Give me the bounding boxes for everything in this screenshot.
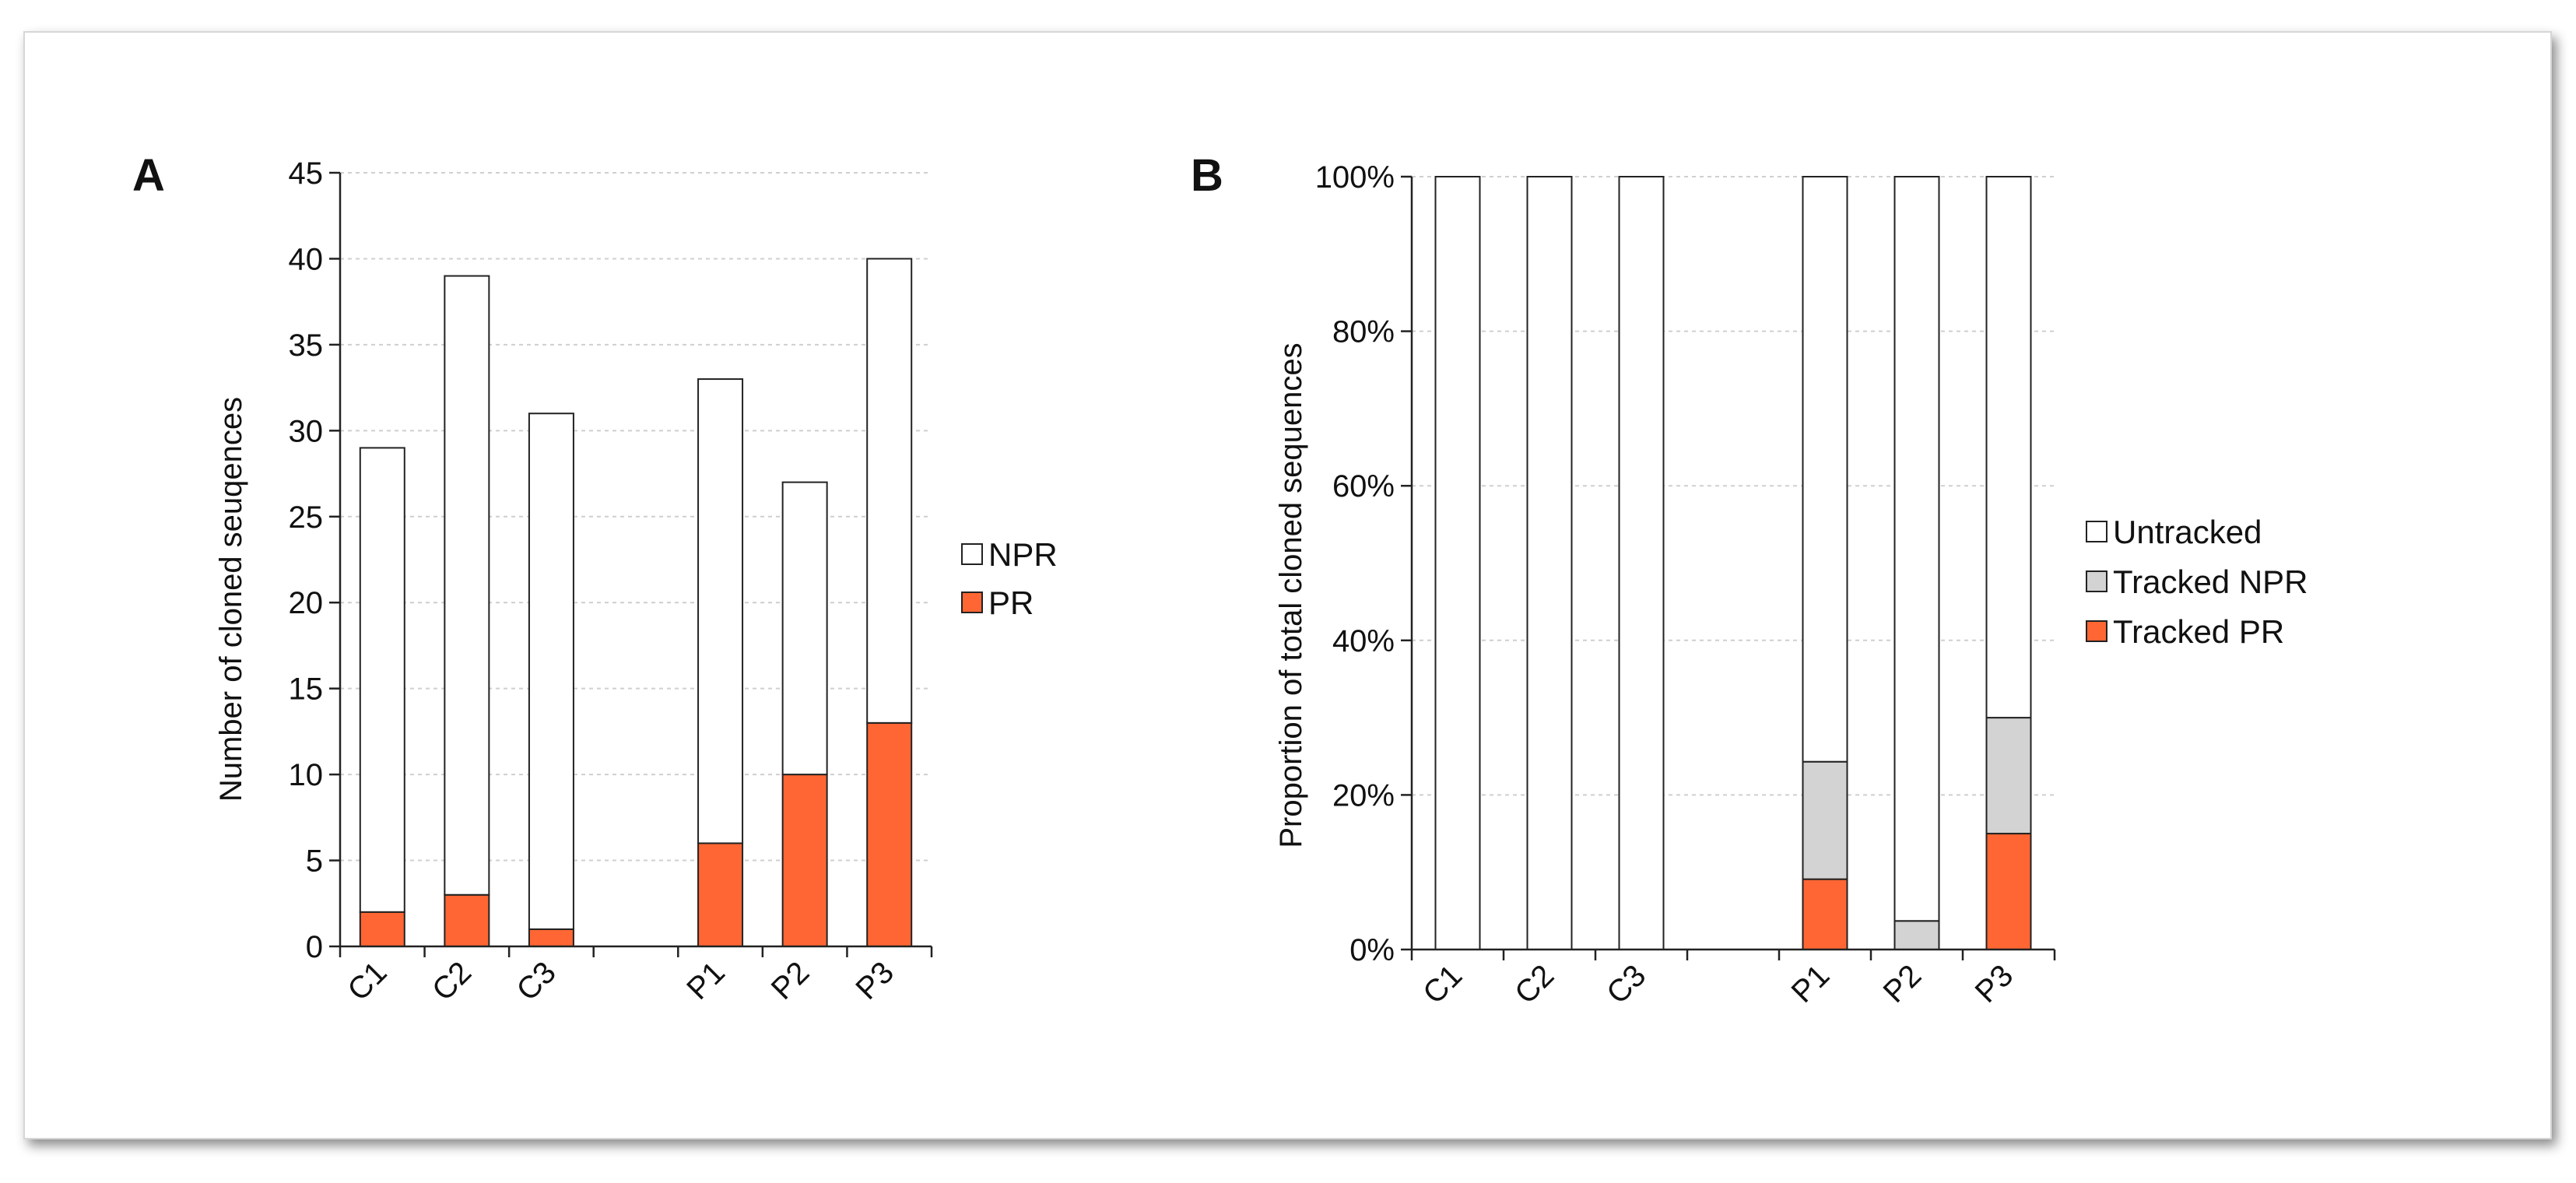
panel-b-y-tick-label: 0% [1349, 933, 1395, 967]
panel-a-legend-label-pr: PR [988, 584, 1034, 621]
panel-b-bar-p2-untracked [1893, 176, 1940, 922]
panel-b-bar-p1-tracked-npr [1802, 760, 1848, 880]
panel-b-x-label-c1: C1 [1416, 958, 1469, 1010]
panel-a-bar-c3-npr [528, 412, 574, 930]
panel-a-bar-p1-pr [697, 842, 744, 948]
panel-a-bar-p2-pr [781, 774, 828, 947]
panel-b-bar-p3-untracked [1985, 176, 2032, 719]
panel-b-y-axis-title: Proportion of total cloned sequences [1274, 342, 1308, 848]
panel-b-legend-swatch-tracked-pr [2086, 620, 2107, 642]
panel-b-bar-c1-untracked [1434, 176, 1481, 950]
panel-b-chart: 0% 20% 40% 60% 80% 100% C1 C2 C3 P1 P2 P3 Untracked T… [1315, 160, 2308, 1011]
panel-a-label: A [132, 150, 165, 201]
panel-a-y-tick-label: 45 [289, 156, 324, 191]
panel-a-legend-label-npr: NPR [988, 536, 1058, 573]
panel-b-bar-p3-tracked-pr [1985, 833, 2032, 951]
panel-a-bar-c1-npr [359, 447, 405, 913]
panel-b-x-label-p1: P1 [1785, 958, 1837, 1009]
panel-a-y-tick-label: 10 [289, 758, 324, 792]
panel-a-y-tick-label: 20 [289, 586, 324, 620]
panel-a-bar-p3-pr [866, 721, 913, 947]
panel-a-y-tick-label: 5 [306, 844, 323, 879]
panel-b-legend-swatch-tracked-npr [2086, 570, 2107, 592]
panel-a-bar-c1-pr [359, 911, 405, 948]
panel-a-bar-p2-npr [781, 481, 828, 776]
panel-a-chart: 0 5 10 15 20 25 30 35 40 45 C1 C2 C3 P1 P2 P3 NPR PR [289, 156, 1058, 1008]
panel-a-y-tick-label: 35 [289, 328, 324, 363]
panel-a-y-tick-label: 0 [306, 930, 323, 964]
panel-a-legend-swatch-pr [961, 592, 983, 613]
panel-a-x-label-p1: P1 [680, 955, 732, 1006]
panel-b-y-tick-label: 80% [1332, 315, 1395, 349]
panel-a-x-label-c3: C3 [511, 955, 563, 1007]
panel-a-x-label-c1: C1 [341, 955, 393, 1007]
panel-a-y-tick-label: 30 [289, 414, 324, 448]
panel-b-y-tick-label: 60% [1332, 469, 1395, 504]
panel-a-bar-c2-pr [444, 893, 490, 947]
panel-b-bar-c2-untracked [1526, 176, 1573, 950]
panel-a-bar-p1-npr [697, 378, 744, 844]
panel-b-y-tick-label: 40% [1332, 624, 1395, 658]
panel-b-bar-p1-untracked [1802, 176, 1848, 763]
panel-a-x-label-p2: P2 [765, 955, 816, 1006]
panel-a-legend-swatch-npr [961, 543, 983, 565]
panel-b-y-tick-label: 20% [1332, 778, 1395, 813]
panel-b-bar-p1-tracked-pr [1802, 878, 1848, 950]
panel-b-bar-c3-untracked [1618, 176, 1665, 950]
panel-b-label: B [1191, 150, 1223, 201]
panel-b-x-label-c3: C3 [1600, 958, 1652, 1010]
panel-b-bar-p2-tracked-npr [1893, 920, 1940, 951]
panel-b-y-tick-label: 100% [1315, 160, 1395, 195]
panel-b-legend-label-untracked: Untracked [2113, 514, 2262, 550]
panel-a-bar-c2-npr [444, 275, 490, 896]
panel-b-x-label-c2: C2 [1508, 958, 1560, 1010]
panel-a-x-label-p3: P3 [849, 955, 900, 1006]
panel-a-bar-p3-npr [866, 258, 913, 724]
panel-a-x-label-c2: C2 [426, 955, 478, 1007]
panel-b-x-label-p3: P3 [1969, 958, 2020, 1009]
panel-a-y-axis-title: Number of cloned seuqences [214, 397, 248, 802]
panel-a-y-tick-label: 40 [289, 242, 324, 276]
panel-b-x-label-p2: P2 [1877, 958, 1928, 1009]
panel-b-legend-label-tracked-npr: Tracked NPR [2113, 563, 2308, 600]
panel-b-bar-p3-tracked-npr [1985, 717, 2032, 835]
panel-b-legend-label-tracked-pr: Tracked PR [2113, 613, 2284, 650]
panel-b-legend-swatch-untracked [2086, 521, 2107, 542]
panel-a-y-tick-label: 25 [289, 500, 324, 535]
panel-a-y-tick-label: 15 [289, 672, 324, 707]
panel-a-bar-c3-pr [528, 928, 574, 948]
